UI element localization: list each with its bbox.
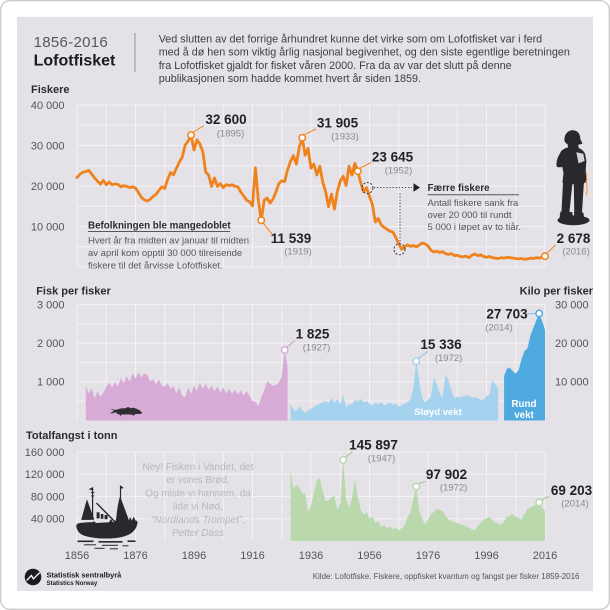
svg-text:1916: 1916 [240, 550, 264, 562]
svg-text:Petter Dass: Petter Dass [172, 528, 224, 539]
svg-text:10 000: 10 000 [555, 377, 589, 389]
svg-text:30 000: 30 000 [555, 299, 589, 311]
svg-text:(1895): (1895) [217, 129, 244, 140]
svg-text:med å dø hen som viktig årlig: med å dø hen som viktig årlig nasjonal b… [159, 47, 570, 59]
svg-text:“Nordlands Trompet”,: “Nordlands Trompet”, [151, 515, 245, 526]
svg-text:20 000: 20 000 [31, 181, 65, 193]
svg-text:fra Lofotfisket gjaldt for fis: fra Lofotfisket gjaldt for fisket våren … [159, 60, 512, 72]
svg-text:Kilde: Lofotfiske. Fiskere, op: Kilde: Lofotfiske. Fiskere, oppfisket kv… [313, 572, 580, 581]
svg-text:(1952): (1952) [385, 166, 412, 177]
svg-text:40 000: 40 000 [31, 100, 65, 112]
svg-text:2016: 2016 [533, 550, 557, 562]
svg-text:1996: 1996 [474, 550, 498, 562]
svg-text:1856-2016: 1856-2016 [34, 34, 108, 51]
svg-text:11 539: 11 539 [271, 231, 312, 246]
svg-text:3 000: 3 000 [37, 299, 65, 311]
svg-text:20 000: 20 000 [555, 338, 589, 350]
svg-text:145 897: 145 897 [349, 438, 398, 453]
svg-text:(1927): (1927) [303, 343, 330, 354]
svg-text:Ney! Fisken i Vandet, det: Ney! Fisken i Vandet, det [143, 462, 254, 473]
svg-text:(1919): (1919) [284, 247, 311, 258]
svg-text:10 000: 10 000 [31, 221, 65, 233]
svg-text:2 678: 2 678 [557, 231, 591, 246]
svg-text:Og miste vi hannem, da: Og miste vi hannem, da [145, 488, 251, 499]
svg-text:1956: 1956 [357, 550, 381, 562]
svg-text:69 203: 69 203 [551, 483, 593, 498]
svg-text:97 902: 97 902 [426, 467, 467, 482]
svg-text:1976: 1976 [416, 550, 440, 562]
svg-text:160 000: 160 000 [25, 447, 65, 459]
svg-text:(1972): (1972) [435, 353, 462, 364]
svg-text:1 000: 1 000 [37, 377, 65, 389]
svg-text:23 645: 23 645 [372, 150, 414, 165]
svg-text:1896: 1896 [182, 550, 206, 562]
svg-text:1876: 1876 [123, 550, 147, 562]
svg-text:Rund: Rund [511, 399, 536, 410]
svg-text:Befolkningen ble mangedoblet: Befolkningen ble mangedoblet [88, 221, 231, 232]
svg-text:publikasjonen som hadde kommet: publikasjonen som hadde kommet hvert år … [159, 73, 421, 85]
svg-text:1936: 1936 [299, 550, 323, 562]
svg-text:Antall fiskere sank fra: Antall fiskere sank fra [428, 198, 520, 209]
svg-text:40 000: 40 000 [31, 514, 65, 526]
svg-text:av april kom opptil 30 000 til: av april kom opptil 30 000 tilreisende [88, 248, 242, 259]
svg-text:Lofotfisket: Lofotfisket [34, 53, 116, 70]
svg-text:Ved slutten av det forrige årh: Ved slutten av det forrige århundret kun… [159, 34, 543, 46]
svg-text:er vores Brød,: er vores Brød, [166, 475, 229, 486]
svg-text:1 825: 1 825 [296, 327, 330, 342]
svg-text:2 000: 2 000 [37, 338, 65, 350]
svg-text:Totalfangst i tonn: Totalfangst i tonn [26, 430, 118, 442]
svg-text:Hvert år fra midten av januar: Hvert år fra midten av januar til midten [88, 236, 249, 247]
svg-text:over 20 000 til rundt: over 20 000 til rundt [428, 210, 512, 221]
svg-text:30 000: 30 000 [31, 140, 65, 152]
svg-text:fiskere til det årvisse Lofotf: fiskere til det årvisse Lofotfisket. [88, 261, 223, 272]
svg-text:80 000: 80 000 [31, 491, 65, 503]
svg-text:(2016): (2016) [562, 247, 589, 258]
svg-text:vekt: vekt [514, 410, 534, 421]
svg-text:120 000: 120 000 [25, 469, 65, 481]
svg-text:Fiskere: Fiskere [31, 84, 70, 96]
svg-text:lide vi Nød,: lide vi Nød, [173, 502, 223, 513]
svg-text:15 336: 15 336 [420, 337, 462, 352]
svg-text:(1933): (1933) [331, 132, 358, 143]
svg-text:27 703: 27 703 [486, 307, 528, 322]
svg-text:Fisk per fisker: Fisk per fisker [36, 286, 111, 298]
svg-text:Færre fiskere: Færre fiskere [428, 183, 491, 194]
svg-text:1856: 1856 [65, 550, 89, 562]
svg-text:Kilo per fisker: Kilo per fisker [520, 286, 594, 298]
svg-text:(2014): (2014) [561, 499, 588, 510]
svg-text:31 905: 31 905 [317, 116, 359, 131]
svg-text:Statistisk sentralbyrå: Statistisk sentralbyrå [47, 571, 123, 580]
svg-text:32 600: 32 600 [205, 112, 246, 127]
svg-text:Sløyd vekt: Sløyd vekt [414, 407, 462, 418]
svg-text:(1947): (1947) [368, 454, 395, 465]
svg-text:(1972): (1972) [440, 483, 467, 494]
svg-text:(2014): (2014) [485, 323, 512, 334]
svg-text:5 000 i løpet av to tiår.: 5 000 i løpet av to tiår. [428, 222, 521, 233]
svg-text:Statistics Norway: Statistics Norway [47, 580, 98, 587]
